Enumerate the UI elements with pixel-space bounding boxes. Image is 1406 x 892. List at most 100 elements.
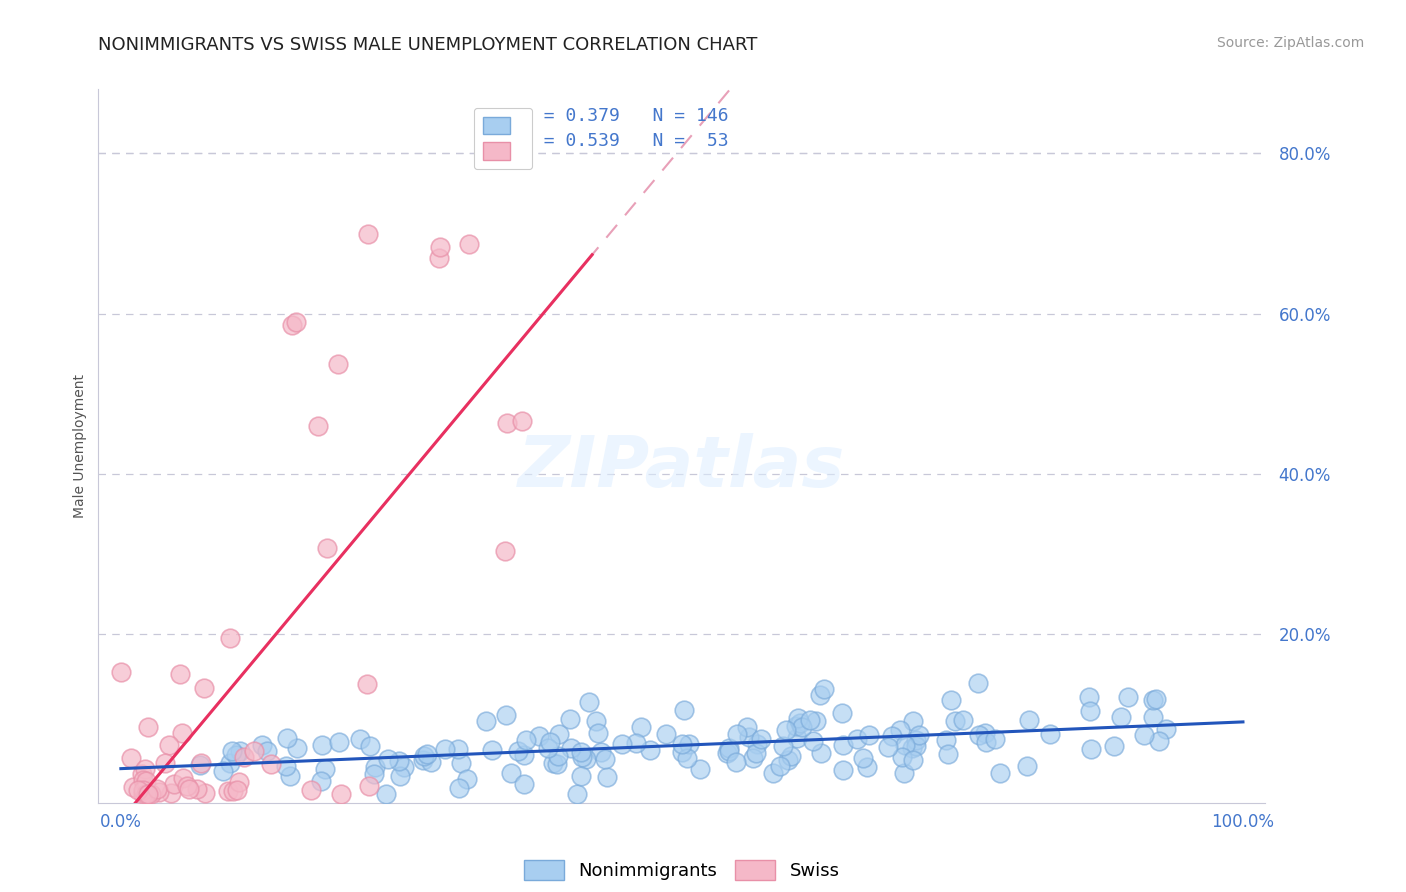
- Point: [1147, 734, 1170, 748]
- Text: R = 0.379   N = 146: R = 0.379 N = 146: [522, 107, 728, 125]
- Point: [671, 737, 693, 751]
- Point: [877, 739, 900, 754]
- Point: [569, 769, 592, 783]
- Point: [132, 787, 155, 801]
- Point: [259, 757, 281, 772]
- Point: [193, 681, 215, 695]
- Point: [222, 783, 245, 797]
- Point: [673, 702, 696, 716]
- Point: [148, 785, 170, 799]
- Point: [585, 714, 607, 728]
- Point: [630, 720, 652, 734]
- Point: [1018, 713, 1040, 727]
- Point: [427, 251, 450, 265]
- Point: [456, 772, 478, 786]
- Point: [139, 787, 162, 801]
- Point: [831, 706, 853, 720]
- Point: [762, 765, 785, 780]
- Point: [177, 782, 200, 797]
- Point: [1039, 726, 1062, 740]
- Point: [575, 752, 598, 766]
- Point: [190, 756, 212, 771]
- Point: [359, 779, 381, 793]
- Point: [188, 757, 211, 772]
- Point: [799, 713, 821, 727]
- Point: [280, 769, 302, 783]
- Point: [560, 740, 582, 755]
- Point: [852, 751, 875, 765]
- Point: [742, 751, 765, 765]
- Point: [983, 732, 1005, 747]
- Point: [595, 752, 617, 766]
- Point: [787, 711, 810, 725]
- Point: [447, 780, 470, 795]
- Point: [416, 747, 439, 761]
- Point: [225, 747, 247, 762]
- Point: [737, 730, 759, 744]
- Point: [281, 318, 304, 332]
- Point: [813, 682, 835, 697]
- Point: [120, 750, 142, 764]
- Point: [538, 734, 561, 748]
- Point: [356, 677, 378, 691]
- Point: [1142, 709, 1164, 723]
- Point: [988, 766, 1011, 780]
- Point: [655, 727, 678, 741]
- Point: [433, 741, 456, 756]
- Point: [364, 760, 387, 774]
- Point: [810, 746, 832, 760]
- Point: [908, 728, 931, 742]
- Point: [804, 714, 827, 728]
- Point: [676, 751, 699, 765]
- Point: [589, 745, 612, 759]
- Legend: Nonimmigrants, Swiss: Nonimmigrants, Swiss: [515, 851, 849, 889]
- Point: [256, 744, 278, 758]
- Point: [226, 783, 249, 797]
- Point: [586, 725, 609, 739]
- Point: [935, 732, 957, 747]
- Point: [450, 756, 472, 770]
- Point: [547, 749, 569, 764]
- Point: [299, 783, 322, 797]
- Point: [547, 727, 569, 741]
- Point: [786, 731, 808, 746]
- Point: [499, 766, 522, 780]
- Point: [186, 782, 208, 797]
- Point: [495, 707, 517, 722]
- Point: [157, 739, 180, 753]
- Point: [359, 739, 381, 753]
- Point: [678, 737, 700, 751]
- Y-axis label: Male Unemployment: Male Unemployment: [73, 374, 87, 518]
- Point: [689, 762, 711, 776]
- Point: [889, 723, 911, 737]
- Point: [567, 787, 589, 801]
- Point: [1080, 742, 1102, 756]
- Point: [243, 744, 266, 758]
- Point: [250, 738, 273, 752]
- Point: [135, 774, 157, 789]
- Point: [163, 776, 186, 790]
- Point: [132, 773, 155, 788]
- Point: [285, 740, 308, 755]
- Point: [176, 780, 198, 794]
- Point: [1078, 704, 1101, 718]
- Point: [328, 735, 350, 749]
- Point: [357, 227, 380, 241]
- Point: [349, 731, 371, 746]
- Point: [776, 753, 799, 767]
- Point: [515, 733, 537, 747]
- Point: [792, 720, 814, 734]
- Point: [967, 675, 990, 690]
- Point: [890, 750, 912, 764]
- Point: [901, 714, 924, 728]
- Point: [172, 725, 194, 739]
- Text: ZIPatlas: ZIPatlas: [519, 433, 845, 502]
- Point: [832, 763, 855, 777]
- Point: [905, 733, 928, 747]
- Point: [1133, 728, 1156, 742]
- Point: [537, 741, 560, 756]
- Point: [901, 741, 924, 756]
- Point: [952, 713, 974, 727]
- Point: [610, 738, 633, 752]
- Point: [846, 732, 869, 747]
